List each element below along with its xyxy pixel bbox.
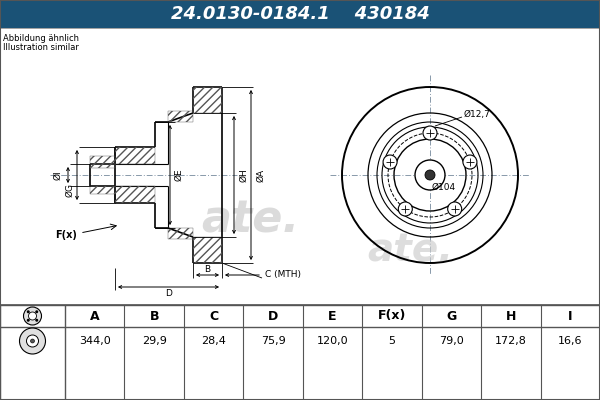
Text: D: D	[165, 290, 172, 298]
Circle shape	[35, 310, 38, 313]
Bar	[0, 0, 600, 28]
Text: 172,8: 172,8	[495, 336, 527, 346]
Circle shape	[27, 319, 30, 322]
Text: ØG: ØG	[65, 183, 74, 197]
Circle shape	[29, 312, 37, 320]
Text: 24.0130-0184.1    430184: 24.0130-0184.1 430184	[170, 5, 430, 23]
Circle shape	[448, 202, 461, 216]
Text: D: D	[268, 310, 278, 322]
Text: ate.: ate.	[367, 231, 453, 269]
Text: 29,9: 29,9	[142, 336, 167, 346]
Bar	[90, 156, 115, 164]
Text: Abbildung ähnlich: Abbildung ähnlich	[3, 34, 79, 43]
Text: 344,0: 344,0	[79, 336, 110, 346]
Text: Ø104: Ø104	[432, 182, 456, 192]
Text: G: G	[446, 310, 457, 322]
Circle shape	[463, 155, 477, 169]
Circle shape	[415, 160, 445, 190]
Text: E: E	[328, 310, 337, 322]
Text: 79,0: 79,0	[439, 336, 464, 346]
Bar	[115, 147, 155, 164]
Text: ØH: ØH	[239, 168, 248, 182]
Bar	[0, 305, 600, 400]
Bar	[193, 237, 222, 263]
Bar	[168, 111, 193, 122]
Circle shape	[423, 126, 437, 140]
Text: 16,6: 16,6	[558, 336, 583, 346]
Circle shape	[19, 328, 46, 354]
Bar	[115, 186, 155, 203]
Text: H: H	[506, 310, 516, 322]
Circle shape	[31, 339, 35, 343]
Text: B: B	[149, 310, 159, 322]
Text: ØE: ØE	[174, 169, 183, 181]
Circle shape	[27, 310, 30, 313]
Text: 5: 5	[388, 336, 395, 346]
Bar	[90, 186, 115, 194]
Bar	[168, 228, 193, 239]
Bar	[90, 164, 115, 168]
Circle shape	[383, 155, 397, 169]
Text: ØI: ØI	[53, 170, 62, 180]
Text: 120,0: 120,0	[317, 336, 349, 346]
Text: F(x): F(x)	[55, 230, 77, 240]
Text: 28,4: 28,4	[201, 336, 226, 346]
Text: ate.: ate.	[201, 198, 299, 242]
Circle shape	[23, 307, 41, 325]
Circle shape	[35, 319, 38, 322]
Text: Ø12,7: Ø12,7	[464, 110, 491, 120]
Text: ØA: ØA	[256, 168, 265, 182]
Text: A: A	[90, 310, 100, 322]
Circle shape	[425, 170, 435, 180]
Text: 75,9: 75,9	[260, 336, 286, 346]
Text: C: C	[209, 310, 218, 322]
Circle shape	[26, 335, 38, 347]
Bar	[0, 28, 600, 305]
Text: C (MTH): C (MTH)	[265, 270, 301, 280]
Circle shape	[398, 202, 412, 216]
Text: F(x): F(x)	[378, 310, 406, 322]
Text: B: B	[205, 264, 211, 274]
Bar	[193, 87, 222, 113]
Text: I: I	[568, 310, 572, 322]
Text: Illustration similar: Illustration similar	[3, 43, 79, 52]
